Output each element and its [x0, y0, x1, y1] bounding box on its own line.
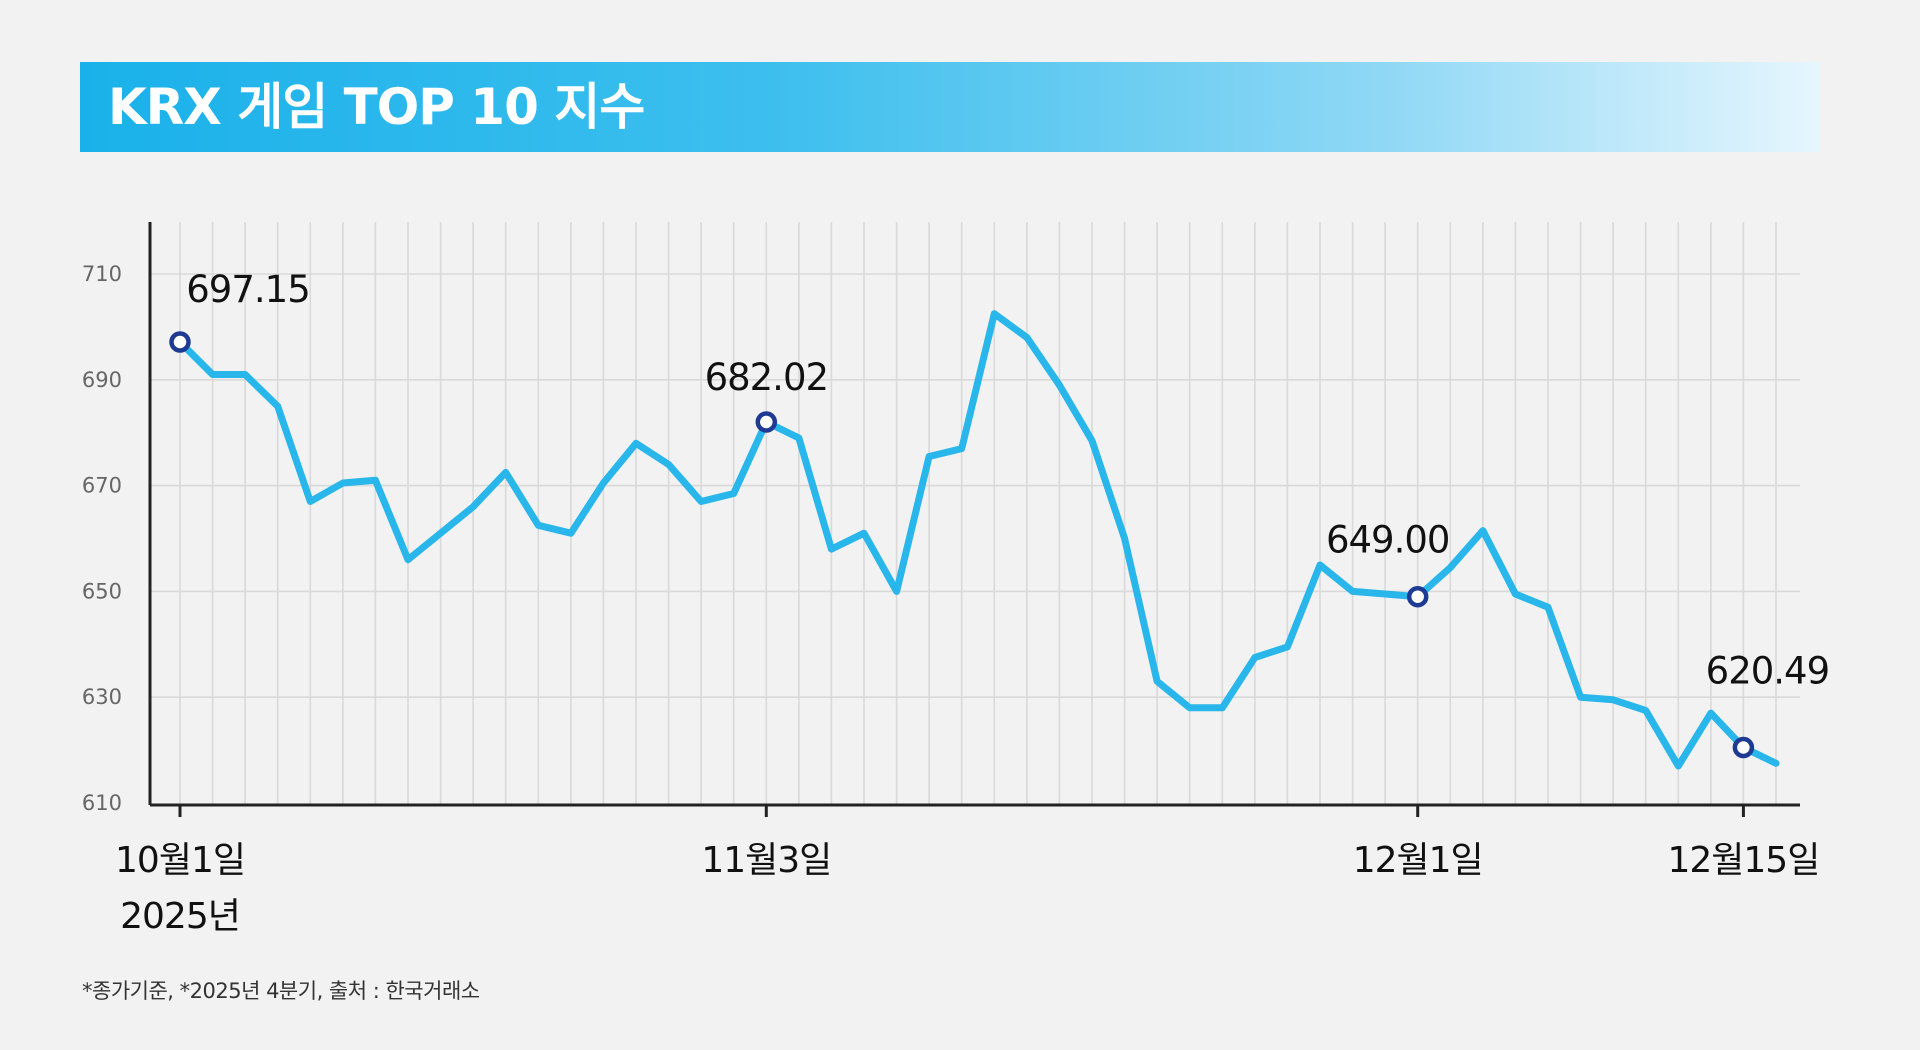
y-tick-label: 610 [82, 791, 122, 815]
data-label: 620.49 [1706, 650, 1829, 693]
y-tick-label: 690 [82, 368, 122, 392]
data-point-marker [169, 331, 191, 353]
data-label: 649.00 [1326, 519, 1449, 562]
footnote: *종가기준, *2025년 4분기, 출처 : 한국거래소 [82, 979, 480, 1003]
x-tick-label: 10월1일 [115, 840, 245, 881]
x-tick-label: 12월15일 [1667, 840, 1819, 881]
data-point-marker [1732, 736, 1755, 759]
data-label: 697.15 [186, 268, 309, 311]
series-polyline [176, 310, 1780, 770]
series-line [176, 310, 1780, 770]
data-label: 682.02 [705, 356, 828, 399]
labels: 697.15 682.02 649.00 620.49 [186, 268, 1830, 693]
y-tick-label: 630 [82, 685, 122, 709]
data-point-marker [755, 411, 778, 433]
data-point-marker [1406, 585, 1429, 608]
x-year-label: 2025년 [120, 896, 240, 937]
y-tick-label: 650 [82, 579, 122, 603]
x-tick-label: 12월1일 [1353, 840, 1483, 881]
y-tick-label: 670 [82, 474, 122, 498]
title-bar [80, 62, 1820, 152]
grid [150, 222, 1800, 805]
y-tick-label: 710 [82, 262, 122, 286]
x-tick-label: 11월3일 [701, 840, 831, 881]
markers [169, 331, 1755, 759]
axes: 710 690 670 650 630 610 10월1일 11월3일 12월1일 12월15일 2… [82, 222, 1820, 937]
chart-title: KRX 게임 TOP 10 지수 [108, 78, 645, 136]
